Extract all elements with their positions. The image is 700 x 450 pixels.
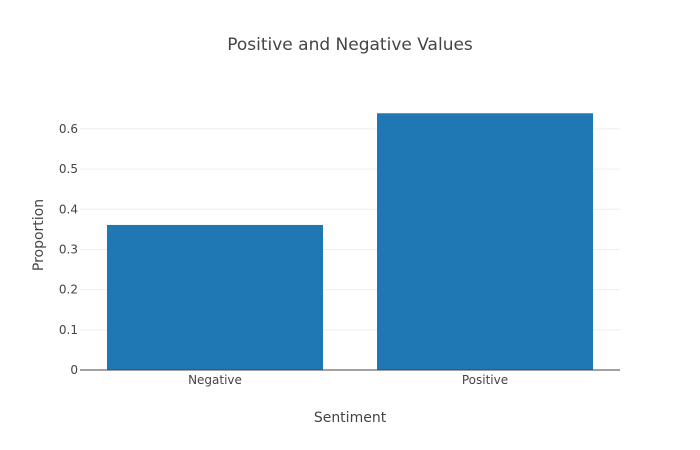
y-axis-ticks: 0 0.1 0.2 0.3 0.4 0.5 0.6 xyxy=(59,122,78,377)
y-tick-label: 0.2 xyxy=(59,283,78,297)
y-tick-label: 0.5 xyxy=(59,162,78,176)
y-tick-label: 0.6 xyxy=(59,122,78,136)
x-axis-ticks: Negative Positive xyxy=(188,373,508,387)
y-tick-label: 0.3 xyxy=(59,242,78,256)
x-axis-title: Sentiment xyxy=(314,410,387,426)
bars xyxy=(107,113,593,371)
x-tick-label: Positive xyxy=(462,373,508,387)
bar-negative xyxy=(107,224,323,370)
y-axis-title: Proportion xyxy=(31,199,47,271)
y-tick-label: 0.4 xyxy=(59,202,78,216)
y-tick-label: 0.1 xyxy=(59,323,78,337)
x-tick-label: Negative xyxy=(188,373,242,387)
chart-title: Positive and Negative Values xyxy=(227,35,473,55)
y-tick-label: 0 xyxy=(70,363,78,377)
bar-positive xyxy=(377,113,593,371)
